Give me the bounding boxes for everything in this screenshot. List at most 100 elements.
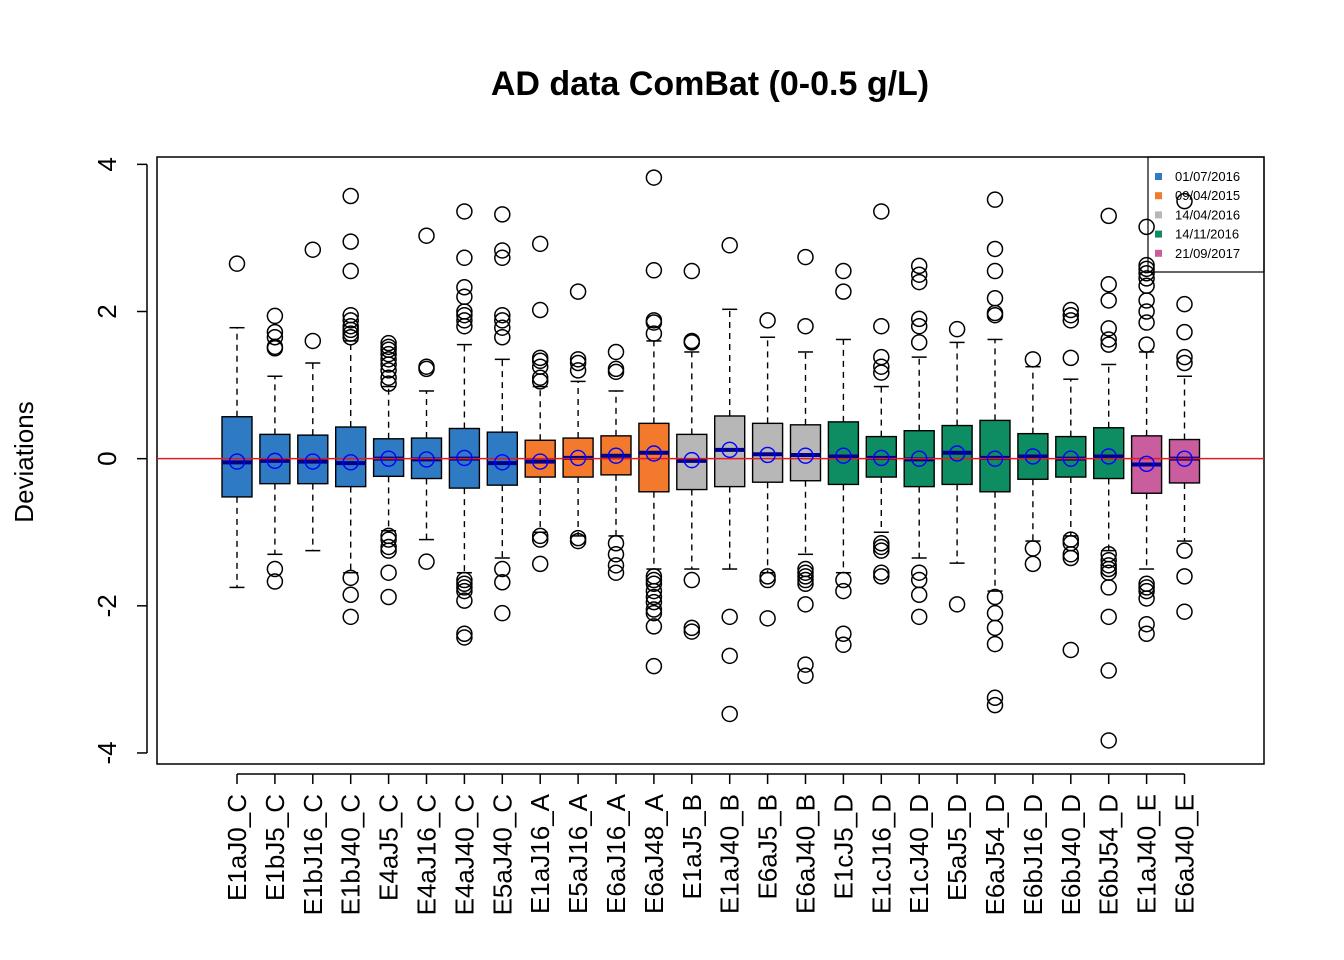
outlier-point (948, 320, 966, 338)
outlier-point (607, 557, 625, 574)
outlier-point (607, 363, 625, 381)
outlier-point (456, 278, 473, 296)
outlier-point (759, 610, 776, 627)
outlier-point (797, 317, 814, 335)
box-iqr (789, 424, 822, 482)
outlier-point (569, 532, 587, 550)
outlier-point (910, 586, 928, 604)
outlier-point (569, 362, 587, 379)
box-iqr (638, 422, 670, 493)
x-tick-label: E6aJ40_B (791, 794, 821, 914)
box-iqr (827, 421, 860, 486)
mean-marker (721, 441, 738, 459)
mean-marker (683, 451, 700, 469)
outlier-point (456, 629, 473, 646)
outlier-point (494, 319, 511, 336)
outlier-point (910, 273, 928, 291)
box-E4aJ5_C: E4aJ5_C (372, 334, 405, 901)
mean-marker (797, 447, 814, 464)
outlier-point (1100, 207, 1117, 225)
outlier-point (873, 364, 890, 381)
outlier-point (1138, 336, 1155, 353)
outlier-point (342, 233, 359, 250)
outlier-point (1100, 551, 1117, 569)
outlier-point (948, 596, 966, 613)
outlier-point (835, 625, 852, 643)
outlier-point (1062, 549, 1080, 567)
legend-label: 14/11/2016 (1175, 227, 1239, 242)
x-tick-label: E1aJ40_B (715, 794, 745, 914)
outlier-point (986, 290, 1004, 307)
outlier-point (342, 586, 359, 604)
outlier-point (1138, 582, 1155, 600)
outlier-point (380, 334, 397, 352)
outlier-point (342, 608, 359, 626)
x-tick-label: E1cJ40_D (904, 794, 934, 914)
outlier-point (910, 564, 928, 581)
mean-marker (380, 450, 397, 467)
outlier-point (645, 169, 663, 186)
outlier-point (1138, 264, 1155, 282)
box-iqr (335, 426, 367, 488)
outlier-point (910, 257, 928, 275)
outlier-point (1138, 270, 1155, 287)
outlier-point (721, 237, 738, 254)
outlier-point (494, 329, 511, 346)
box-E6aJ40_E: E6aJ40_E (1168, 192, 1201, 914)
outlier-point (342, 569, 359, 587)
outlier-point (873, 203, 890, 220)
outlier-point (342, 262, 359, 280)
mean-marker (456, 449, 473, 467)
x-tick-label: E1cJ16_D (866, 794, 896, 914)
outlier-point (721, 705, 738, 723)
outlier-point (986, 240, 1004, 258)
mean-marker (418, 451, 435, 468)
outlier-point (986, 635, 1004, 653)
outlier-point (1176, 295, 1193, 313)
outlier-point (1176, 542, 1193, 559)
outlier-point (873, 542, 890, 559)
box-E6bJ40_D: E6bJ40_D (1055, 301, 1087, 915)
mean-marker (607, 447, 625, 464)
outlier-point (797, 248, 814, 266)
outlier-point (645, 618, 663, 635)
outlier-point (1062, 306, 1080, 324)
x-tick-label: E6bJ40_D (1056, 794, 1086, 915)
legend-item: 21/09/2017 (1155, 246, 1240, 261)
outlier-point (494, 306, 511, 324)
outlier-point (531, 235, 549, 253)
outlier-point (418, 360, 435, 378)
outlier-point (456, 571, 473, 589)
plot-frame (156, 156, 1265, 765)
x-tick-label: E1aJ5_B (677, 794, 707, 900)
legend-item: 14/11/2016 (1155, 227, 1239, 242)
box-E1aJ16_A: E1aJ16_A (524, 235, 556, 914)
y-tick-label: 2 (92, 304, 122, 318)
outlier-point (494, 206, 511, 223)
x-tick-label: E1aJ0_C (222, 794, 252, 901)
outlier-point (266, 329, 284, 346)
outlier-point (1100, 732, 1117, 749)
outlier-point (797, 596, 814, 613)
outlier-point (228, 255, 246, 272)
x-tick-label: E6aJ48_A (639, 793, 669, 914)
x-tick-label: E5aJ16_A (563, 793, 593, 914)
mean-marker (1138, 455, 1155, 473)
outlier-point (835, 636, 852, 654)
x-tick-label: E1bJ40_C (336, 794, 366, 915)
box-E6aJ54_D: E6aJ54_D (979, 191, 1011, 915)
outlier-point (494, 312, 511, 329)
legend-swatch (1155, 211, 1162, 219)
outlier-point (380, 345, 397, 363)
mean-marker (569, 449, 587, 467)
outlier-point (1100, 292, 1117, 309)
outlier-point (607, 535, 625, 552)
x-tick-label: E4aJ40_C (449, 794, 479, 915)
outlier-point (342, 187, 359, 205)
outlier-point (607, 343, 625, 361)
outlier-point (266, 338, 284, 356)
outlier-point (380, 531, 397, 548)
outlier-point (266, 340, 284, 357)
mean-marker (911, 450, 928, 467)
